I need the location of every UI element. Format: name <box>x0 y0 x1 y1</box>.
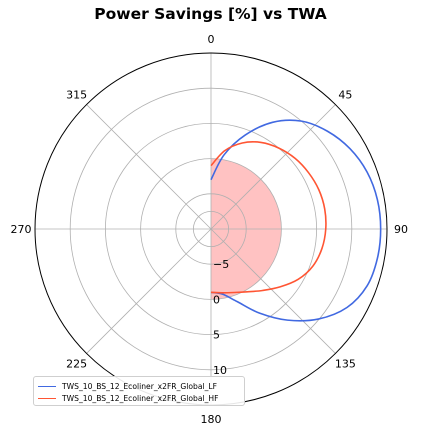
legend-swatch <box>38 397 56 399</box>
radial-gridline <box>175 193 247 265</box>
r-tick-label: 10 <box>213 364 227 377</box>
legend-label: TWS_10_BS_12_Ecoliner_x2FR_Global_LF <box>62 381 218 391</box>
r-tick-label: −5 <box>213 258 229 271</box>
theta-gridline <box>86 228 212 354</box>
radial-gridline <box>105 123 317 335</box>
radial-gridline <box>192 210 229 247</box>
legend-item: TWS_10_BS_12_Ecoliner_x2FR_Global_HF <box>38 392 240 404</box>
legend: TWS_10_BS_12_Ecoliner_x2FR_Global_LF TWS… <box>33 376 245 406</box>
theta-tick-label: 135 <box>335 357 356 370</box>
r-tick-label: 0 <box>213 293 220 306</box>
chart-title: Power Savings [%] vs TWA <box>94 5 327 23</box>
legend-item: TWS_10_BS_12_Ecoliner_x2FR_Global_LF <box>38 380 240 392</box>
series-line-2 <box>210 141 327 294</box>
r-tick-label: 5 <box>213 329 220 342</box>
series-layer <box>210 119 382 322</box>
theta-tick-label: 0 <box>208 33 215 46</box>
theta-tick-label: 315 <box>66 89 87 102</box>
radial-gridline <box>69 87 353 371</box>
grid-layer <box>34 52 388 406</box>
series-line-1 <box>210 119 382 322</box>
legend-label: TWS_10_BS_12_Ecoliner_x2FR_Global_HF <box>62 393 219 403</box>
theta-gridline <box>86 104 212 230</box>
theta-tick-label: 90 <box>394 223 408 236</box>
theta-tick-label: 225 <box>66 357 87 370</box>
label-layer: 0 45 90 135 180 225 270 315 −5 0 5 10 <box>11 33 409 426</box>
radial-gridline <box>140 158 282 300</box>
legend-swatch <box>38 385 56 387</box>
theta-tick-label: 45 <box>338 89 352 102</box>
theta-tick-label: 180 <box>201 413 222 426</box>
theta-gridline <box>210 228 336 354</box>
theta-tick-label: 270 <box>11 223 32 236</box>
